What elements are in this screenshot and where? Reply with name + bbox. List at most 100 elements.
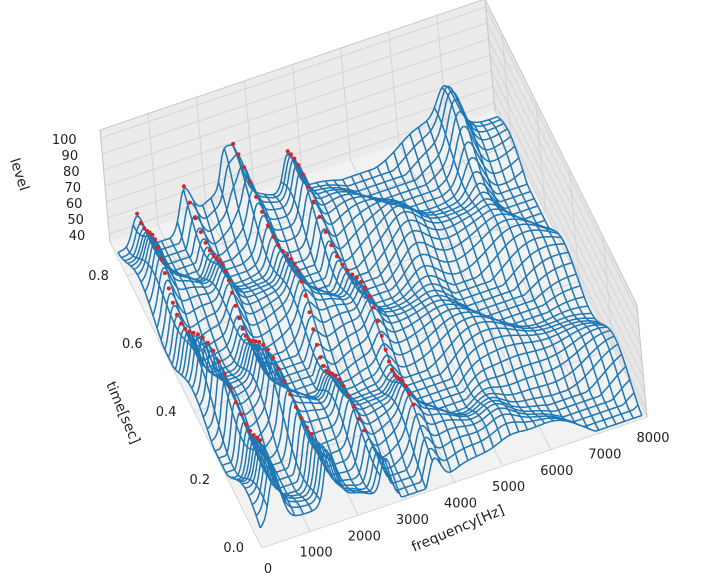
wire-freq-line <box>141 221 286 505</box>
wire-freq-line <box>333 179 478 457</box>
peak-marker <box>294 405 298 409</box>
peak-marker <box>321 364 326 368</box>
peak-marker <box>223 268 228 273</box>
peak-marker <box>196 332 200 337</box>
peak-marker <box>265 223 270 228</box>
x-tick-label: 4000 <box>444 497 477 512</box>
peak-marker <box>179 321 184 326</box>
peak-marker <box>383 347 388 352</box>
wire-freq-line <box>417 127 563 422</box>
peak-marker <box>307 310 312 315</box>
peak-marker <box>335 254 339 259</box>
peak-marker <box>226 278 231 283</box>
x-tick-label: 2000 <box>348 529 381 544</box>
peak-marker <box>324 368 329 373</box>
gridline <box>104 54 491 187</box>
peak-marker <box>261 342 266 347</box>
peak-marker <box>139 220 143 225</box>
wire-freq-line <box>393 151 537 428</box>
pane-edge <box>99 129 111 243</box>
wire-freq-line <box>342 179 486 453</box>
z-tick-label: 60 <box>66 197 83 212</box>
wire-freq-line <box>401 142 546 424</box>
peak-marker <box>207 248 212 253</box>
peak-marker <box>346 393 351 398</box>
peak-marker <box>198 230 203 234</box>
peak-marker <box>345 268 350 273</box>
y-axis-label: time[sec] <box>102 379 143 446</box>
peak-marker <box>243 333 248 338</box>
peak-marker <box>350 272 355 277</box>
peak-marker <box>392 372 397 377</box>
gridline <box>100 6 486 139</box>
wire-freq-line <box>488 119 634 419</box>
z-tick-label: 80 <box>63 165 80 180</box>
z-tick-label: 90 <box>62 149 79 164</box>
peak-marker <box>301 172 306 177</box>
peak-marker <box>400 378 405 383</box>
wire-freq-line <box>324 180 469 461</box>
peak-marker <box>253 339 258 344</box>
wire-freq-line <box>176 221 321 501</box>
wire-freq-line <box>368 170 511 436</box>
peak-marker <box>379 333 384 338</box>
peak-marker <box>304 425 309 430</box>
peak-marker <box>375 319 380 324</box>
peak-marker <box>285 253 290 258</box>
peak-marker <box>231 141 236 146</box>
x-tick-label: 8000 <box>636 431 669 446</box>
peak-marker <box>327 370 332 375</box>
x-tick-label: 6000 <box>540 464 573 479</box>
peak-marker <box>411 402 416 407</box>
peak-marker <box>288 152 293 157</box>
z-axis-label: level <box>6 156 32 193</box>
gridline <box>261 416 648 549</box>
pane-edge <box>99 0 484 131</box>
gridline <box>486 22 640 330</box>
peak-marker <box>214 256 219 260</box>
wire-freq-line <box>160 240 305 515</box>
wire-freq-line <box>460 111 608 428</box>
peak-marker <box>282 379 287 383</box>
peak-marker <box>354 275 359 280</box>
peak-marker <box>314 342 319 347</box>
peak-marker <box>309 432 314 436</box>
peak-marker <box>306 185 311 190</box>
wire-freq-line <box>201 204 347 492</box>
gridline <box>485 6 639 314</box>
peak-marker <box>362 428 367 433</box>
peak-marker <box>333 373 338 378</box>
wire-freq-line <box>223 148 374 494</box>
peak-marker <box>228 386 233 391</box>
gridline <box>103 38 489 171</box>
gridline <box>492 86 646 394</box>
peak-marker <box>200 335 205 340</box>
peak-marker <box>233 303 238 308</box>
x-tick-label: 5000 <box>492 480 525 495</box>
x-tick-label: 1000 <box>300 546 333 561</box>
peak-marker <box>257 340 262 344</box>
gridline <box>488 38 642 346</box>
peak-marker <box>236 152 241 157</box>
peak-marker <box>367 294 372 298</box>
wire-freq-line <box>232 145 381 477</box>
peak-marker <box>292 156 297 161</box>
peak-marker <box>142 226 147 231</box>
peak-marker <box>243 422 248 427</box>
peak-marker <box>359 279 364 284</box>
peak-marker <box>181 184 186 189</box>
peak-marker <box>240 326 245 331</box>
wire-freq-line <box>217 181 365 494</box>
wire-freq-line <box>263 193 410 496</box>
gridline <box>490 70 644 378</box>
gridline <box>109 241 263 549</box>
peak-marker <box>387 359 391 364</box>
gridline <box>106 70 492 203</box>
pane-edge <box>636 304 648 418</box>
peak-marker <box>255 435 260 440</box>
peak-marker <box>303 293 308 298</box>
peak-marker <box>254 194 259 199</box>
gridline <box>101 22 488 155</box>
x-tick-label: 7000 <box>588 447 621 462</box>
y-tick-label: 0.0 <box>223 541 244 556</box>
